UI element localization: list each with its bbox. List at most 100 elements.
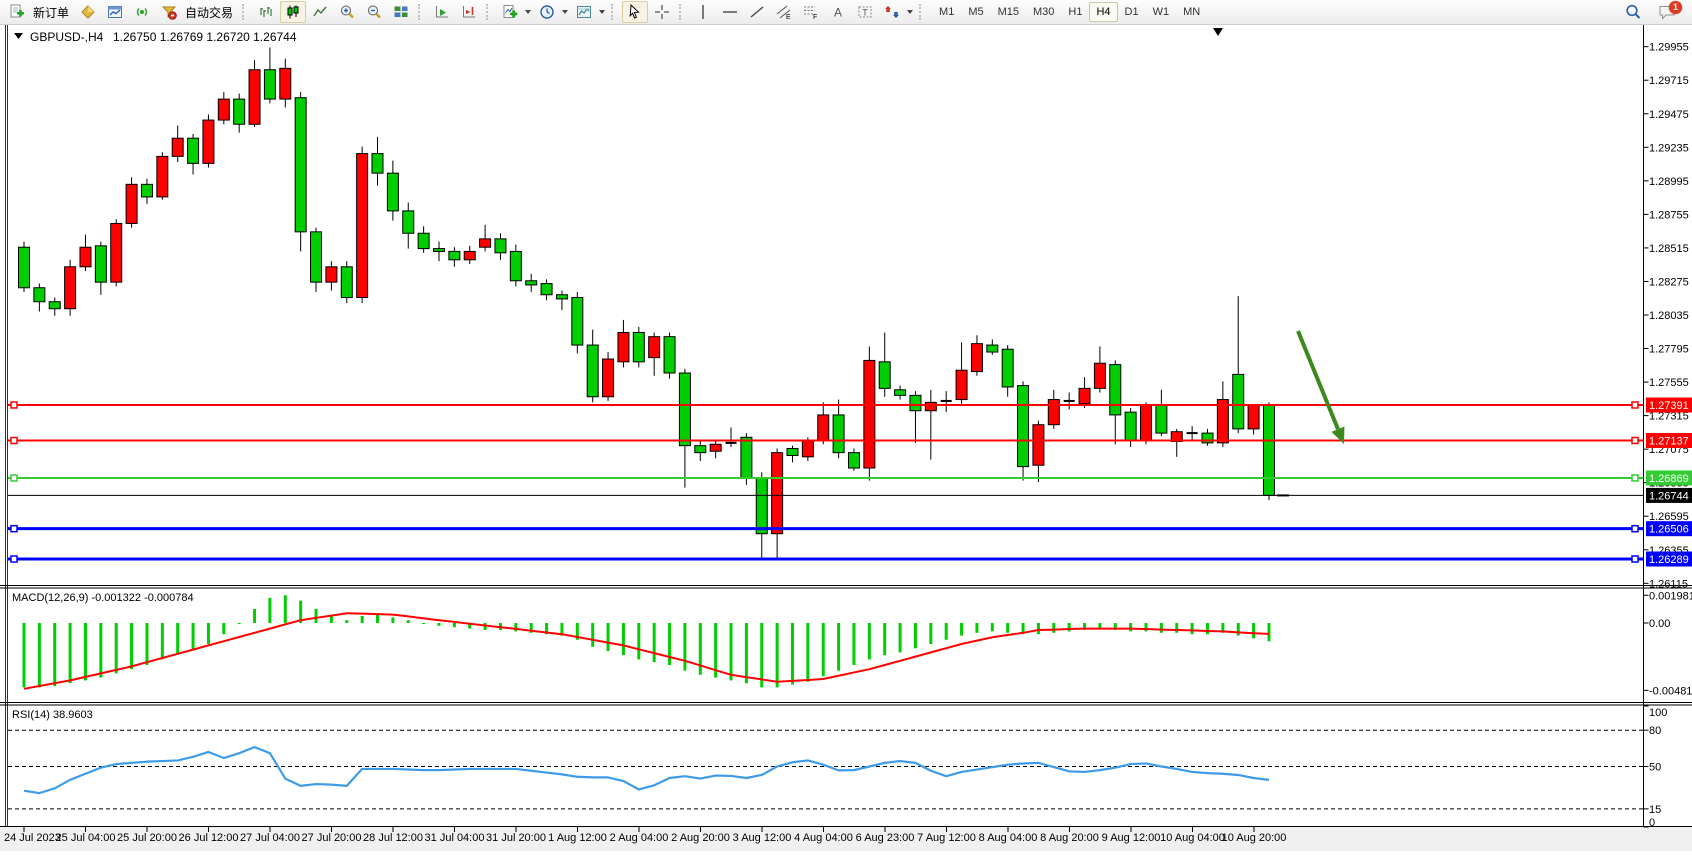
svg-text:1.26289: 1.26289 <box>1649 554 1689 566</box>
fibonacci-icon: F <box>804 6 817 20</box>
time-tick: 31 Jul 04:00 <box>425 832 485 844</box>
arrow-annotation[interactable] <box>1296 330 1345 444</box>
price-tick: 1.27795 <box>1649 344 1689 356</box>
vertical-line-tool-button[interactable] <box>690 1 716 23</box>
macd-pane <box>22 594 1649 691</box>
fibonacci-tool-button[interactable]: F <box>798 1 824 23</box>
arrows-dropdown-caret[interactable] <box>907 10 914 14</box>
time-tick: 6 Aug 23:00 <box>856 832 915 844</box>
timeframe-button-h1[interactable]: H1 <box>1068 6 1083 18</box>
svg-text:1.26869: 1.26869 <box>1649 473 1689 485</box>
svg-text:T: T <box>862 8 868 18</box>
price-axis[interactable] <box>1643 46 1649 584</box>
autotrading-icon <box>161 6 177 20</box>
price-tick: 1.29235 <box>1649 142 1689 154</box>
notifications-button[interactable]: 1 <box>1656 1 1682 22</box>
tile-windows-icon <box>394 6 408 17</box>
svg-text:1.26744: 1.26744 <box>1649 490 1689 502</box>
tile-windows-button[interactable] <box>388 1 414 23</box>
time-tick: 26 Jul 12:00 <box>179 832 239 844</box>
text-label-icon: T <box>858 6 872 18</box>
editor-icon <box>81 5 95 19</box>
chart-title-ohlc: 1.26750 1.26769 1.26720 1.26744 <box>113 30 297 44</box>
arrows-tool-button[interactable] <box>879 1 905 23</box>
timeframe-button-m15[interactable]: M15 <box>997 6 1019 18</box>
new-order-icon <box>10 4 24 18</box>
price-tick: 1.28755 <box>1649 209 1689 221</box>
horizontal-line-1.27137[interactable] <box>8 432 1692 448</box>
time-tick: 9 Aug 12:00 <box>1102 832 1161 844</box>
chart-canvas[interactable]: 1.29955 1.29715 1.29475 1.29235 1.28995 1.287… <box>0 24 1692 851</box>
svg-text:80: 80 <box>1649 725 1661 737</box>
horizontal-line-1.26869[interactable] <box>8 470 1692 486</box>
new-order-button[interactable] <box>4 1 30 23</box>
templates-icon <box>577 6 592 18</box>
svg-text:50: 50 <box>1649 762 1661 774</box>
templates-button[interactable] <box>571 1 597 23</box>
market-watch-button[interactable] <box>102 1 128 23</box>
zoom-in-button[interactable] <box>334 1 360 23</box>
toolbar-grip <box>919 4 926 20</box>
price-tick: 1.29475 <box>1649 109 1689 121</box>
horizontal-line-1.26506[interactable] <box>8 521 1692 537</box>
toolbar-grip <box>486 4 493 20</box>
timeframe-button-w1[interactable]: W1 <box>1152 6 1170 18</box>
arrows-icon <box>885 6 900 18</box>
timeframe-button-m30[interactable]: M30 <box>1033 6 1055 18</box>
crosshair-tool-button[interactable] <box>649 1 675 23</box>
line-chart-mode-button[interactable] <box>307 1 333 23</box>
horizontal-line-1.26744[interactable] <box>8 487 1692 503</box>
search-button[interactable] <box>1620 1 1646 23</box>
price-tick: 1.27315 <box>1649 411 1689 423</box>
timeframe-button-m1[interactable]: M1 <box>939 6 955 18</box>
time-tick: 25 Jul 04:00 <box>56 832 116 844</box>
time-tick: 1 Aug 12:00 <box>548 832 607 844</box>
signals-button[interactable] <box>129 1 155 23</box>
timeframe-button-mn[interactable]: MN <box>1183 6 1201 18</box>
rsi-pane <box>8 705 1649 828</box>
chart-shift-button[interactable] <box>456 1 482 23</box>
autotrading-button[interactable] <box>156 1 182 23</box>
auto-scroll-button[interactable] <box>429 1 455 23</box>
signals-icon <box>136 8 148 16</box>
timeframe-button-d1[interactable]: D1 <box>1124 6 1139 18</box>
time-axis-strip <box>0 827 1692 851</box>
time-tick: 31 Jul 20:00 <box>486 832 546 844</box>
equidistant-channel-tool-button[interactable]: E <box>771 1 797 23</box>
clock-icon <box>540 5 554 19</box>
timeframe-button-h4[interactable]: H4 <box>1089 2 1118 22</box>
indicators-dropdown-caret[interactable] <box>525 10 532 14</box>
horizontal-line-1.27391[interactable] <box>8 397 1692 413</box>
cursor-tool-button[interactable] <box>622 1 649 23</box>
new-order-label[interactable]: 新订单 <box>33 5 70 20</box>
bar-position-marker <box>1213 28 1223 36</box>
crosshair-icon <box>655 5 670 19</box>
indicators-button[interactable] <box>497 1 523 23</box>
chart-title-symbol: GBPUSD-,H4 <box>30 30 104 44</box>
trendline-tool-button[interactable] <box>744 1 770 23</box>
autotrading-label[interactable]: 自动交易 <box>185 5 234 20</box>
horizontal-line-tool-button[interactable] <box>717 1 743 23</box>
text-tool-button[interactable]: A <box>825 1 851 23</box>
templates-dropdown-caret[interactable] <box>599 10 606 14</box>
editor-button[interactable] <box>75 1 101 23</box>
text-label-tool-button[interactable]: T <box>852 1 878 23</box>
toolbar-grip <box>242 4 249 20</box>
macd-label: MACD(12,26,9) -0.001322 -0.000784 <box>12 592 194 604</box>
symbol-dropdown-icon[interactable] <box>14 33 23 39</box>
candlestick-mode-button[interactable] <box>280 1 307 23</box>
periods-dropdown-caret[interactable] <box>562 10 569 14</box>
zoom-out-button[interactable] <box>361 1 387 23</box>
time-tick: 7 Aug 12:00 <box>917 832 976 844</box>
bar-chart-mode-button[interactable] <box>253 1 279 23</box>
svg-text:1.27137: 1.27137 <box>1649 435 1689 447</box>
price-tick: 1.29715 <box>1649 75 1689 87</box>
time-axis[interactable] <box>23 827 1255 832</box>
periods-button[interactable] <box>534 1 560 23</box>
price-tick: 1.28035 <box>1649 310 1689 322</box>
toolbar-grip <box>418 4 425 20</box>
zoom-out-icon <box>368 5 381 19</box>
timeframe-button-m5[interactable]: M5 <box>968 6 984 18</box>
horizontal-line-1.26289[interactable] <box>8 551 1692 567</box>
price-tick: 1.26595 <box>1649 511 1689 523</box>
